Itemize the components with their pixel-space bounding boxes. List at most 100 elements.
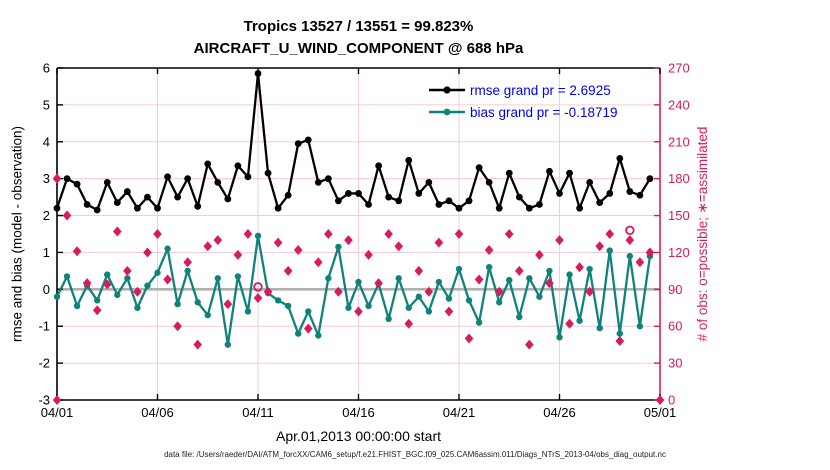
bias-point: [435, 278, 443, 286]
left-tick-label: 0: [43, 282, 50, 297]
bias-point: [576, 317, 583, 324]
bias-point: [425, 308, 433, 315]
rmse-point: [335, 197, 342, 205]
rmse-point: [415, 190, 423, 197]
rmse-point: [113, 199, 121, 207]
bias-point: [455, 265, 463, 273]
rmse-line-key-icon: [429, 86, 465, 94]
obs-assimilated-marker: [364, 249, 373, 260]
bias-point: [335, 243, 342, 251]
bias-point: [385, 315, 392, 323]
left-axis-title: rmse and bias (model - observation): [9, 125, 25, 343]
rmse-point: [435, 201, 443, 208]
bias-point: [325, 275, 332, 282]
rmse-point: [546, 167, 553, 175]
bias-point: [516, 313, 523, 321]
obs-assimilated-marker: [123, 265, 132, 276]
bias-point: [636, 323, 644, 330]
obs-assimilated-marker: [293, 244, 303, 255]
obs-assimilated-marker: [605, 229, 615, 239]
rmse-point: [63, 175, 71, 183]
obs-assimilated-marker: [515, 265, 524, 276]
obs-assimilated-marker: [595, 241, 604, 252]
x-tick-label: 04/06: [141, 405, 174, 420]
obs-assimilated-marker: [585, 286, 594, 297]
rmse-point: [144, 193, 151, 201]
right-tick-label: 150: [668, 208, 690, 223]
right-tick-label: 270: [668, 61, 690, 76]
rmse-point: [254, 70, 262, 77]
right-axis-title: # of obs: o=possible; ∗=assimilated: [695, 126, 710, 342]
bias-point: [596, 324, 603, 332]
bias-point: [234, 273, 242, 280]
bias-point: [496, 299, 503, 306]
obs-assimilated-marker: [404, 318, 414, 329]
bias-point: [124, 275, 131, 282]
x-tick-label: 05/01: [644, 405, 677, 420]
rmse-point: [505, 169, 513, 177]
rmse-point: [485, 178, 493, 186]
obs-assimilated-marker: [52, 395, 62, 405]
bias-point: [73, 302, 81, 310]
left-tick-label: 1: [43, 245, 50, 260]
left-tick-label: 4: [43, 134, 50, 149]
rmse-point: [304, 136, 312, 144]
rmse-point: [204, 160, 212, 168]
rmse-point: [73, 180, 81, 188]
right-tick-label: 120: [668, 245, 690, 260]
left-tick-label: 6: [43, 61, 50, 76]
obs-assimilated-marker: [163, 274, 172, 285]
obs-assimilated-marker: [213, 235, 223, 246]
left-tick-label: 3: [43, 171, 50, 186]
obs-assimilated-marker: [535, 249, 544, 260]
obs-assimilated-marker: [374, 278, 383, 289]
obs-assimilated-marker: [113, 226, 122, 237]
obs-assimilated-marker: [324, 229, 333, 239]
left-tick-label: -1: [38, 319, 50, 334]
right-tick-label: 90: [668, 282, 682, 297]
rmse-point: [174, 193, 182, 201]
rmse-point: [345, 190, 352, 197]
rmse-point: [184, 175, 192, 183]
bias-point: [556, 334, 563, 341]
bias-point: [104, 271, 111, 278]
rmse-point: [566, 169, 573, 177]
obs-assimilated-marker: [344, 235, 353, 246]
obs-assimilated-marker: [484, 244, 494, 255]
right-tick-label: 30: [668, 356, 682, 371]
bias-point: [315, 332, 322, 339]
left-tick-label: -2: [38, 356, 50, 371]
x-tick-label: 04/26: [543, 405, 576, 420]
obs-assimilated-marker: [273, 237, 283, 248]
rmse-point: [123, 188, 131, 195]
left-tick-label: 2: [43, 208, 50, 223]
obs-assimilated-marker: [615, 335, 625, 346]
bias-point: [134, 304, 141, 311]
legend: rmse grand pr = 2.6925 bias grand pr = -…: [428, 79, 617, 123]
obs-assimilated-marker: [223, 299, 233, 310]
obs-assimilated-marker: [434, 237, 444, 248]
bias-point: [526, 275, 533, 282]
rmse-point: [556, 190, 563, 197]
rmse-point: [83, 201, 91, 208]
bias-point: [274, 297, 282, 304]
obs-assimilated-marker: [173, 321, 182, 332]
bias-point: [485, 264, 493, 271]
bias-point: [305, 308, 312, 315]
legend-label-rmse: rmse grand pr = 2.6925: [470, 82, 611, 98]
right-tick-label: 240: [668, 97, 690, 112]
rmse-point: [465, 197, 473, 205]
rmse-point: [495, 204, 503, 212]
left-tick-label: 5: [43, 97, 50, 112]
obs-assimilated-marker: [464, 333, 474, 344]
rmse-point: [314, 178, 322, 186]
obs-assimilated-marker: [203, 241, 213, 252]
obs-assimilated-marker: [233, 249, 243, 260]
rmse-point: [375, 162, 382, 170]
bias-point: [445, 295, 453, 302]
rmse-point: [365, 201, 372, 208]
bias-point: [224, 341, 232, 348]
rmse-point: [93, 206, 101, 214]
